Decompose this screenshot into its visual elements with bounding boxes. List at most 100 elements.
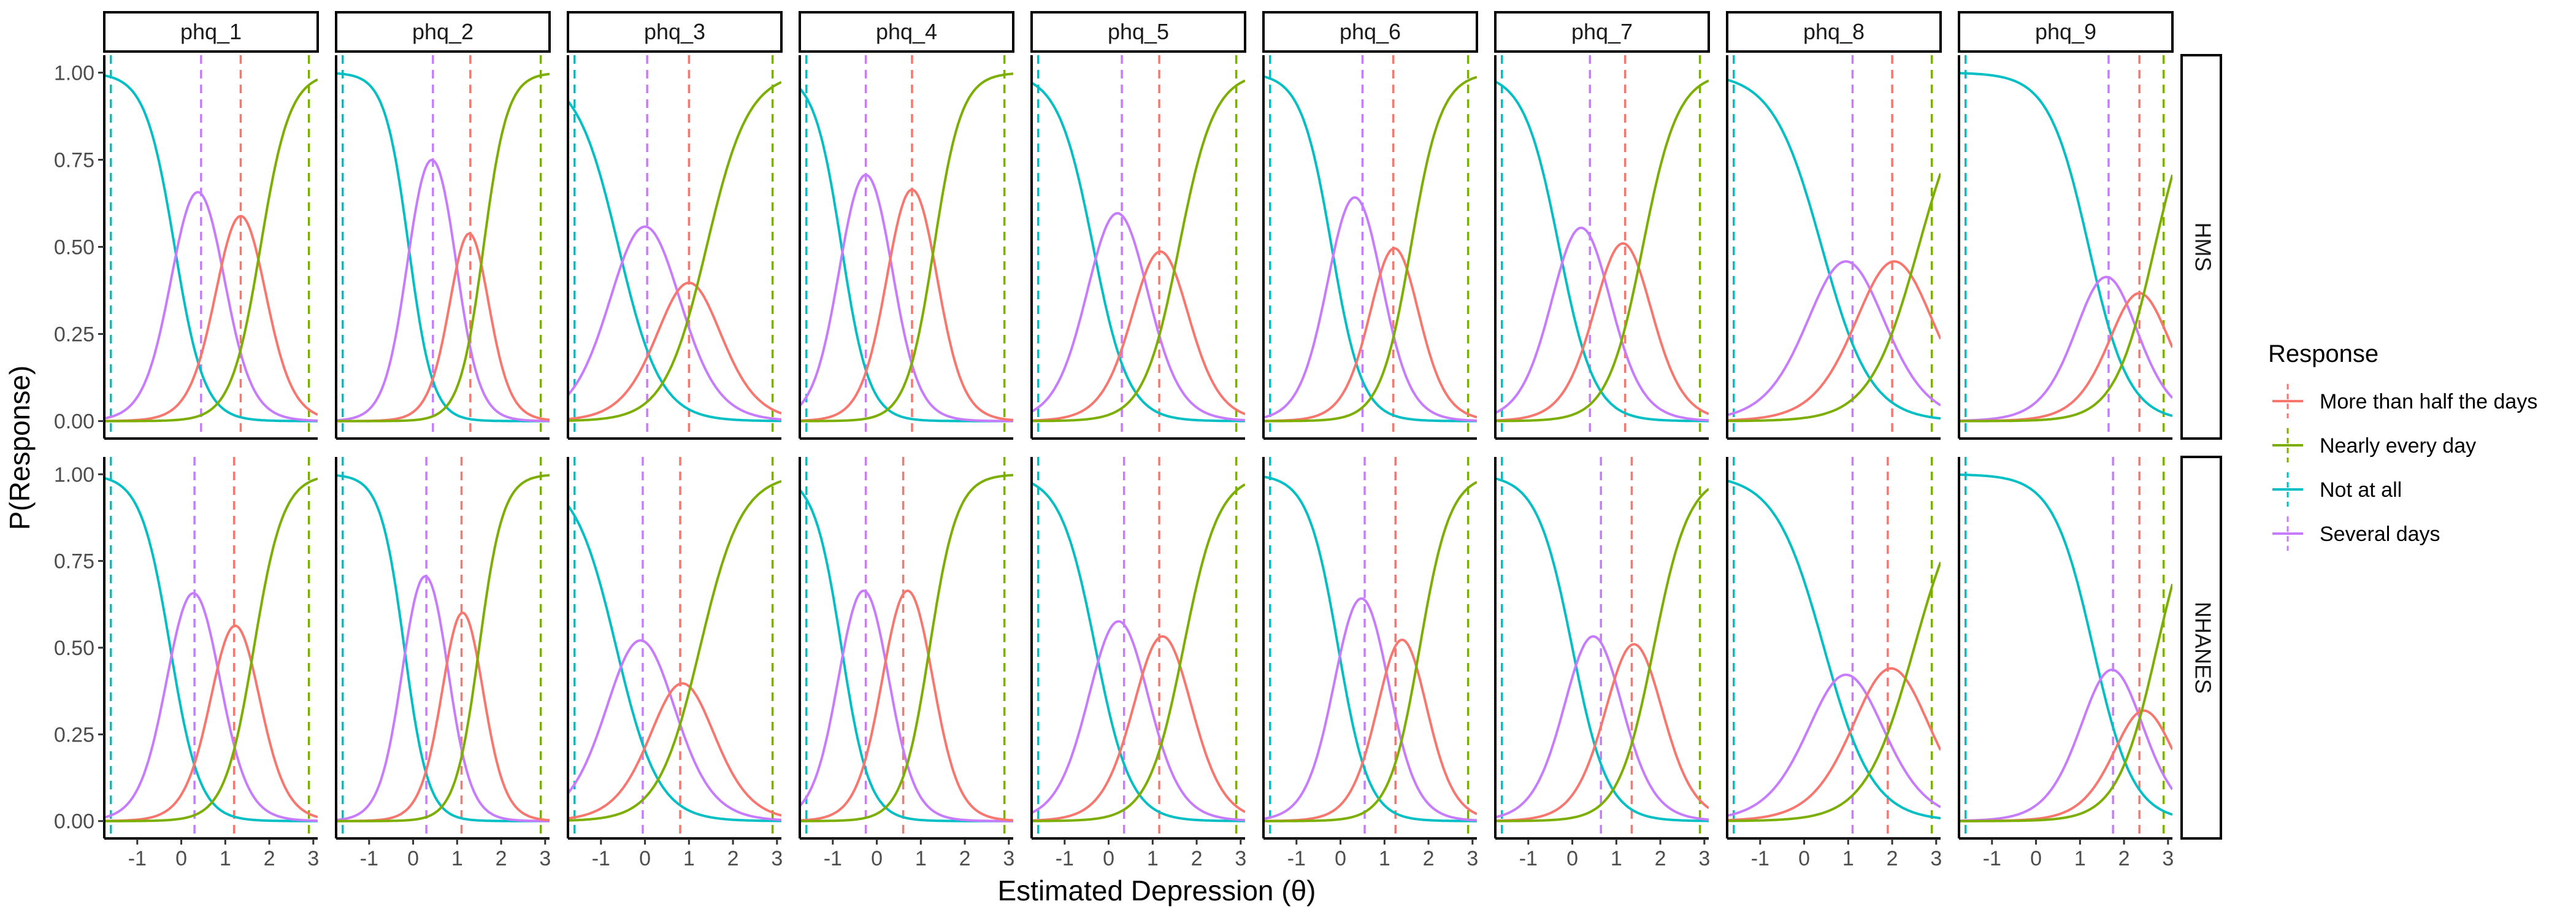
curve-nearly-every-day [1727, 561, 1941, 822]
curve-several-days [800, 589, 1013, 822]
y-tick-label: 0.00 [54, 410, 94, 434]
curve-not-at-all [1263, 75, 1477, 423]
x-tick-label: 1 [683, 847, 695, 870]
curve-several-days [1032, 620, 1245, 822]
curve-nearly-every-day [1032, 79, 1245, 423]
row-strip-label: NHANES [2190, 602, 2215, 694]
row-strip-label: HMS [2190, 223, 2215, 272]
panel-nhanes-phq_3 [568, 457, 781, 838]
facet-strip-label: phq_1 [180, 19, 242, 44]
x-tick-label: 0 [1566, 847, 1578, 870]
x-tick-label: 1 [1379, 847, 1390, 870]
curve-several-days [1727, 260, 1941, 416]
x-tick-label: 3 [1698, 847, 1710, 870]
panel-nhanes-phq_8 [1727, 457, 1941, 838]
facet-strip-label: phq_6 [1340, 19, 1401, 44]
curve-more-than-half [1727, 260, 1941, 422]
curve-several-days [104, 191, 318, 422]
x-tick-label: -1 [128, 847, 147, 870]
facet-strip-phq_7 [1494, 11, 1710, 53]
curve-several-days [336, 158, 550, 423]
curve-several-days [1032, 212, 1245, 422]
curve-not-at-all [1263, 475, 1477, 822]
x-tick-label: 2 [1655, 847, 1666, 870]
curve-nearly-every-day [1263, 481, 1477, 822]
curve-several-days [104, 592, 318, 822]
curve-nearly-every-day [800, 473, 1013, 822]
facet-strip-label: phq_5 [1108, 19, 1169, 44]
x-tick-label: 1 [220, 847, 231, 870]
x-tick-label: 3 [1930, 847, 1942, 870]
curve-nearly-every-day [568, 480, 781, 822]
curve-nearly-every-day [104, 477, 318, 822]
curve-several-days [1959, 275, 2172, 422]
curve-nearly-every-day [1495, 79, 1709, 423]
panel-hms-phq_4 [800, 55, 1013, 439]
facet-strip-phq_4 [799, 11, 1014, 53]
x-tick-label: 3 [1003, 847, 1014, 870]
curve-nearly-every-day [568, 81, 781, 422]
x-tick-label: 3 [771, 847, 783, 870]
panel-nhanes-phq_5 [1032, 457, 1245, 838]
x-tick-label: 2 [264, 847, 275, 870]
x-tick-label: 0 [1103, 847, 1114, 870]
x-axis-title: Estimated Depression (θ) [998, 875, 1316, 907]
legend: Response More than half the days Nearly e… [2268, 340, 2537, 551]
x-tick-label: 2 [1887, 847, 1898, 870]
curve-more-than-half [1263, 247, 1477, 423]
x-tick-label: 2 [496, 847, 507, 870]
row-strip-nhanes [2180, 456, 2222, 840]
x-tick-label: 1 [1147, 847, 1159, 870]
curve-several-days [1263, 597, 1477, 822]
facet-strip-phq_6 [1262, 11, 1478, 53]
panel-nhanes-phq_2 [336, 457, 550, 838]
y-tick-label: 0.75 [54, 148, 94, 172]
axes: 0.00 0.25 0.50 0.75 1.00 0.00 0.25 0.50 0.75 1.00… [54, 55, 2174, 870]
curve-nearly-every-day [104, 78, 318, 423]
curve-nearly-every-day [1727, 172, 1941, 423]
facet-strip-label: phq_9 [2035, 19, 2096, 44]
facet-strip-phq_5 [1030, 11, 1246, 53]
curve-nearly-every-day [336, 473, 550, 822]
curve-nearly-every-day [1959, 583, 2172, 822]
curve-nearly-every-day [1263, 75, 1477, 423]
curve-nearly-every-day [800, 72, 1013, 423]
y-tick-label: 0.50 [54, 236, 94, 259]
y-tick-label: 0.25 [54, 723, 94, 746]
panel-nhanes-phq_9 [1959, 457, 2172, 838]
x-tick-label: 3 [1235, 847, 1246, 870]
curve-not-at-all [1495, 80, 1709, 423]
panel-nhanes-phq_4 [800, 457, 1013, 838]
panel-nhanes-phq_7 [1495, 457, 1709, 838]
facet-strip-phq_2 [335, 11, 551, 53]
x-tick-label: 1 [2074, 847, 2086, 870]
curve-not-at-all [568, 100, 781, 423]
x-tick-label: 1 [1842, 847, 1854, 870]
curve-not-at-all [1727, 79, 1941, 420]
facet-strip-label: phq_3 [644, 19, 705, 44]
curve-more-than-half [1495, 643, 1709, 822]
curve-several-days [800, 174, 1013, 423]
x-tick-label: 0 [639, 847, 651, 870]
curve-not-at-all [1032, 82, 1245, 423]
curve-nearly-every-day [336, 72, 550, 423]
facet-strip-phq_9 [1958, 11, 2174, 53]
panel-hms-phq_1 [104, 55, 318, 439]
facet-strip-label: phq_4 [876, 19, 937, 44]
y-tick-label: 0.75 [54, 550, 94, 573]
x-tick-label: -1 [1519, 847, 1538, 870]
y-tick-label: 0.25 [54, 323, 94, 347]
curve-more-than-half [568, 682, 781, 820]
legend-entry: More than half the days [2272, 384, 2537, 418]
x-tick-label: 3 [539, 847, 551, 870]
x-tick-label: 0 [407, 847, 419, 870]
curve-more-than-half [104, 624, 318, 822]
row-strip-hms [2180, 54, 2222, 440]
x-tick-label: 3 [1466, 847, 1478, 870]
y-tick-label: 1.00 [54, 61, 94, 85]
legend-label: Not at all [2320, 478, 2402, 502]
facet-strip-phq_8 [1726, 11, 1942, 53]
x-tick-label: -1 [1983, 847, 2001, 870]
y-axis-title: P(Response) [4, 366, 36, 530]
